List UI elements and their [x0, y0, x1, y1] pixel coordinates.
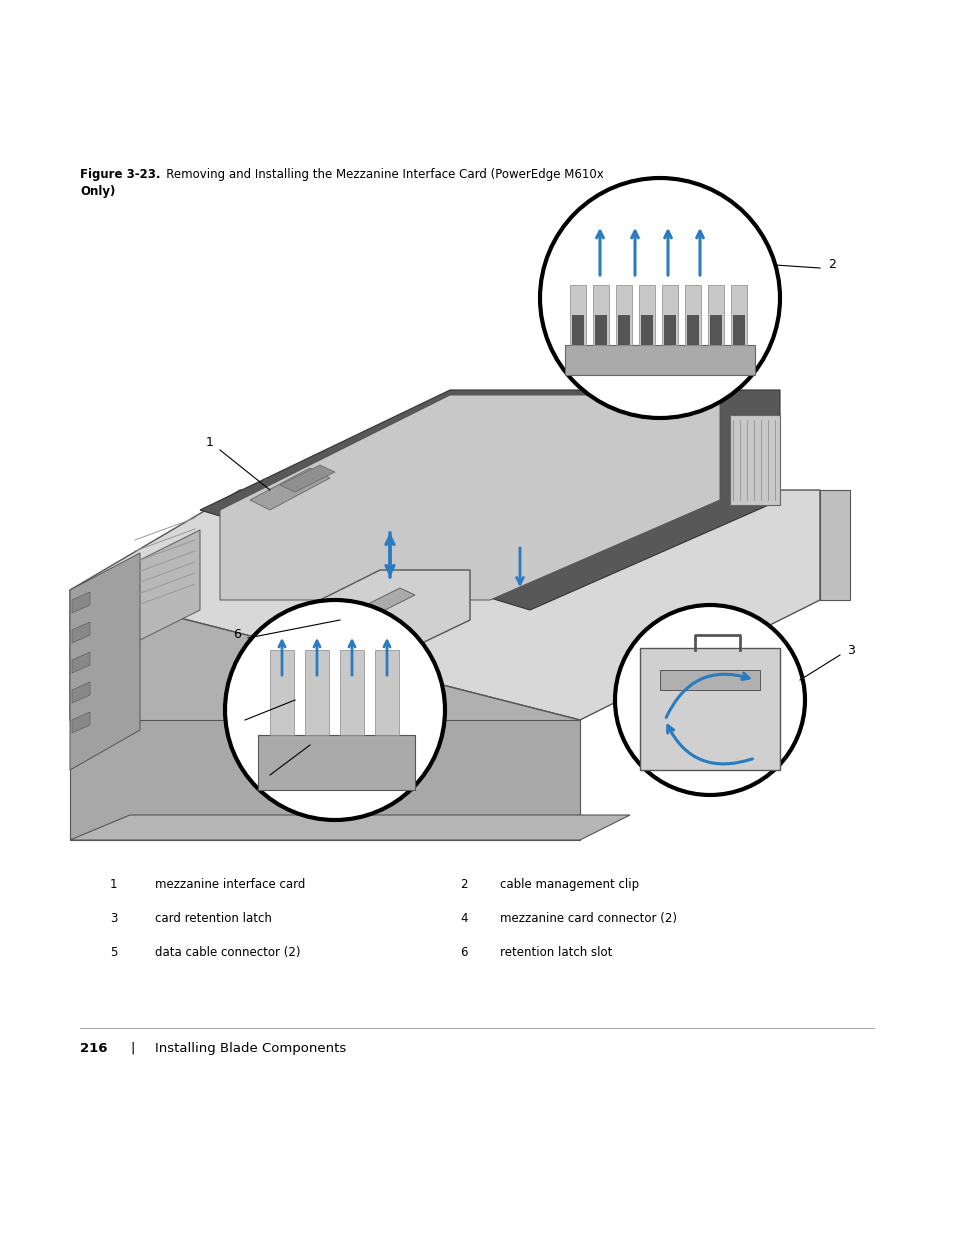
Polygon shape	[639, 285, 655, 345]
Polygon shape	[305, 650, 329, 735]
Polygon shape	[709, 315, 721, 345]
Text: Figure 3-23.: Figure 3-23.	[80, 168, 160, 182]
Text: 3: 3	[110, 911, 117, 925]
Text: Only): Only)	[80, 185, 115, 198]
Text: mezzanine interface card: mezzanine interface card	[154, 878, 305, 890]
Polygon shape	[375, 650, 398, 735]
Polygon shape	[257, 735, 415, 790]
Text: 216: 216	[80, 1042, 108, 1055]
Polygon shape	[572, 315, 583, 345]
Text: 6: 6	[459, 946, 467, 960]
Text: 1: 1	[206, 436, 213, 450]
Polygon shape	[616, 285, 631, 345]
Polygon shape	[270, 650, 294, 735]
Polygon shape	[299, 615, 355, 642]
Polygon shape	[569, 285, 585, 345]
Text: retention latch slot: retention latch slot	[499, 946, 612, 960]
Polygon shape	[640, 315, 652, 345]
Polygon shape	[730, 285, 746, 345]
Text: data cable connector (2): data cable connector (2)	[154, 946, 300, 960]
Text: 3: 3	[846, 643, 854, 657]
Circle shape	[539, 178, 780, 417]
Text: cable management clip: cable management clip	[499, 878, 639, 890]
Polygon shape	[707, 285, 723, 345]
Text: 6: 6	[233, 629, 241, 641]
Polygon shape	[71, 682, 90, 703]
Text: Installing Blade Components: Installing Blade Components	[154, 1042, 346, 1055]
Polygon shape	[130, 530, 200, 645]
Polygon shape	[280, 466, 335, 492]
Polygon shape	[595, 315, 606, 345]
Polygon shape	[618, 315, 629, 345]
Polygon shape	[250, 468, 330, 510]
Polygon shape	[200, 390, 780, 610]
Polygon shape	[70, 590, 579, 840]
Polygon shape	[820, 490, 849, 600]
Polygon shape	[70, 553, 140, 769]
Text: 2: 2	[827, 258, 835, 272]
Text: 4: 4	[459, 911, 467, 925]
Text: |: |	[130, 1042, 134, 1055]
Text: card retention latch: card retention latch	[154, 911, 272, 925]
Polygon shape	[70, 815, 629, 840]
Polygon shape	[359, 588, 415, 615]
Polygon shape	[639, 648, 780, 769]
Text: 4: 4	[253, 773, 262, 787]
Polygon shape	[684, 285, 700, 345]
Polygon shape	[71, 713, 90, 734]
Polygon shape	[659, 671, 760, 690]
Text: 5: 5	[229, 711, 236, 725]
Circle shape	[225, 600, 444, 820]
Polygon shape	[732, 315, 744, 345]
Polygon shape	[729, 415, 780, 505]
Text: 5: 5	[110, 946, 117, 960]
Polygon shape	[663, 315, 676, 345]
Polygon shape	[70, 720, 579, 840]
Text: mezzanine card connector (2): mezzanine card connector (2)	[499, 911, 677, 925]
Text: Removing and Installing the Mezzanine Interface Card (PowerEdge M610x: Removing and Installing the Mezzanine In…	[154, 168, 603, 182]
Polygon shape	[686, 315, 699, 345]
Circle shape	[615, 605, 804, 795]
Polygon shape	[593, 285, 608, 345]
Text: 1: 1	[110, 878, 117, 890]
Polygon shape	[564, 345, 754, 375]
Polygon shape	[661, 285, 678, 345]
Polygon shape	[280, 571, 470, 668]
Polygon shape	[71, 592, 90, 613]
Polygon shape	[71, 622, 90, 643]
Polygon shape	[220, 395, 720, 600]
Polygon shape	[71, 652, 90, 673]
Polygon shape	[70, 490, 820, 720]
Polygon shape	[339, 650, 364, 735]
Text: 2: 2	[459, 878, 467, 890]
